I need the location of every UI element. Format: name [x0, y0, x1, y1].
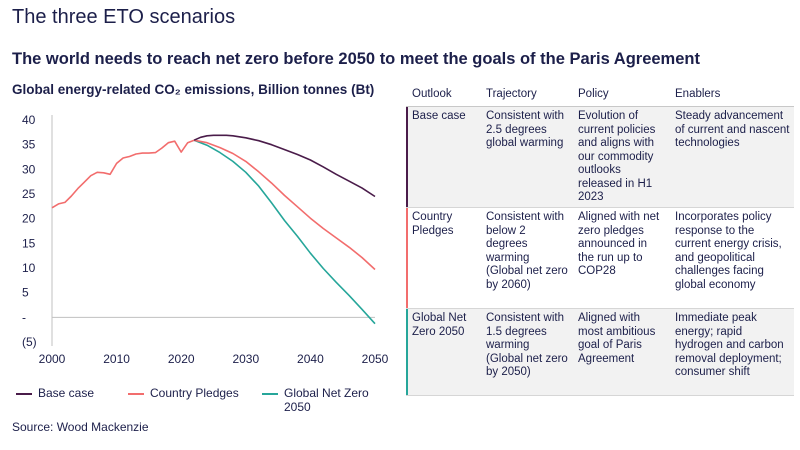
cell-policy: Evolution of current policies and aligns…	[578, 110, 656, 203]
cell-outlook: Global Net Zero 2050	[412, 312, 467, 338]
y-tick-label: 40	[22, 113, 36, 127]
legend-label-country-pledges: Country Pledges	[150, 386, 239, 400]
page-subtitle: The world needs to reach net zero before…	[12, 50, 700, 68]
table-header-row: Outlook Trajectory Policy Enablers	[406, 86, 794, 107]
legend-swatch-base-case	[16, 393, 32, 395]
y-tick-label: 20	[22, 212, 36, 226]
cell-enablers: Steady advancement of current and nascen…	[675, 110, 790, 149]
legend-label-global-net-zero: Global Net Zero 2050	[284, 386, 369, 414]
legend-swatch-country-pledges	[128, 393, 144, 395]
header-trajectory: Trajectory	[486, 88, 537, 100]
y-tick-label: (5)	[22, 335, 37, 349]
row-color-bar	[406, 208, 408, 308]
history-line	[51, 139, 195, 209]
series-line-country-pledges	[193, 139, 376, 271]
cell-enablers: Immediate peak energy; rapid hydrogen an…	[675, 312, 784, 378]
chart-title: Global energy-related CO₂ emissions, Bil…	[12, 82, 375, 97]
cell-trajectory: Consistent with 2.5 degrees global warmi…	[486, 110, 564, 149]
cell-outlook: Country Pledges	[412, 211, 454, 237]
y-tick-label: -	[22, 310, 26, 324]
header-outlook: Outlook	[412, 88, 452, 100]
series-line-base-case	[193, 134, 376, 198]
y-tick-label: 10	[22, 261, 36, 275]
legend-label-base-case: Base case	[38, 386, 95, 400]
y-tick-label: 35	[22, 138, 36, 152]
source-note: Source: Wood Mackenzie	[12, 420, 149, 434]
row-color-bar	[406, 107, 408, 207]
row-color-bar	[406, 309, 408, 395]
table-row-country-pledges: Country Pledges Consistent with below 2 …	[406, 208, 794, 309]
legend-item-country-pledges: Country Pledges	[128, 386, 239, 400]
x-tick-label: 2020	[168, 352, 195, 366]
table-row-global-net-zero: Global Net Zero 2050 Consistent with 1.5…	[406, 309, 794, 396]
y-tick-label: 5	[22, 286, 29, 300]
cell-outlook: Base case	[412, 110, 466, 122]
cell-enablers: Incorporates policy response to the curr…	[675, 211, 782, 291]
cell-trajectory: Consistent with below 2 degrees warming …	[486, 211, 568, 291]
x-tick-label: 2050	[362, 352, 389, 366]
x-tick-label: 2040	[297, 352, 324, 366]
cell-trajectory: Consistent with 1.5 degrees warming (Glo…	[486, 312, 568, 378]
y-tick-label: 30	[22, 162, 36, 176]
x-tick-label: 2030	[232, 352, 259, 366]
scenario-table: Outlook Trajectory Policy Enablers Base …	[406, 86, 794, 396]
emissions-chart: (5) - 5 10 15 20 25 30 35 40 2000 2010 2020 2030 2040 2…	[22, 113, 389, 366]
x-tick-label: 2000	[39, 352, 66, 366]
cell-policy: Aligned with net zero pledges announced …	[578, 211, 660, 277]
page-title: The three ETO scenarios	[12, 6, 236, 28]
header-enablers: Enablers	[675, 88, 721, 100]
series-line-global-net-zero	[193, 139, 376, 325]
header-policy: Policy	[578, 88, 609, 100]
legend-swatch-global-net-zero	[262, 393, 278, 395]
y-tick-label: 25	[22, 187, 36, 201]
legend-item-global-net-zero: Global Net Zero 2050	[262, 386, 382, 414]
table-row-base-case: Base case Consistent with 2.5 degrees gl…	[406, 107, 794, 208]
x-tick-label: 2010	[103, 352, 130, 366]
cell-policy: Aligned with most ambitious goal of Pari…	[578, 312, 656, 365]
y-tick-label: 15	[22, 236, 36, 250]
legend-item-base-case: Base case	[16, 386, 94, 400]
